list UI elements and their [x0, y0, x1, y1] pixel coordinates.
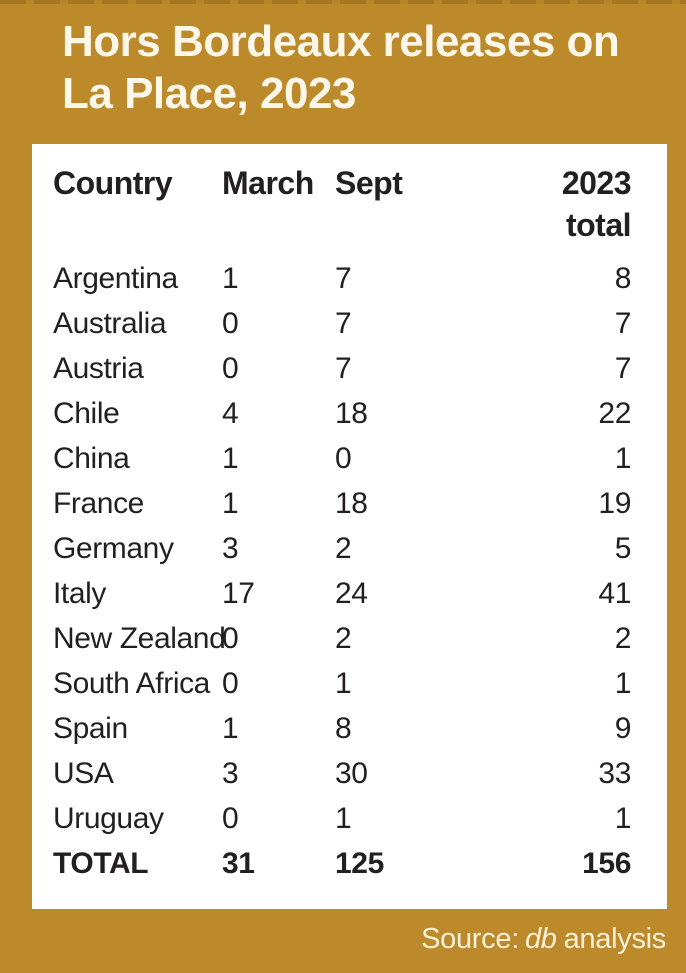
header-total-line-2: total [565, 207, 632, 243]
total-cell: 22 [598, 397, 631, 430]
country-cell: Spain [53, 712, 128, 745]
sept-cell: 18 [335, 397, 368, 430]
header-sept: Sept [335, 165, 403, 201]
total-cell: 8 [614, 262, 632, 295]
table-row: Italy 17 24 41 [53, 571, 631, 616]
total-cell: 5 [614, 532, 632, 565]
sept-cell: 1 [335, 802, 352, 835]
title-line-1: Hors Bordeaux releases on [62, 17, 620, 66]
country-cell: China [53, 442, 130, 475]
sept-cell: 7 [335, 307, 352, 340]
country-cell: Argentina [53, 262, 178, 295]
total-cell: 9 [614, 712, 632, 745]
table-row: Argentina 1 7 8 [53, 256, 631, 301]
table-row: France 1 18 19 [53, 481, 631, 526]
table-row: Australia 0 7 7 [53, 301, 631, 346]
sept-cell: 0 [335, 442, 352, 475]
country-cell: USA [53, 757, 114, 790]
march-cell: 0 [222, 352, 239, 385]
total-cell: 19 [598, 487, 631, 520]
country-cell: Germany [53, 532, 174, 565]
table-row: Germany 3 2 5 [53, 526, 631, 571]
sept-cell: 7 [335, 352, 352, 385]
total-row: TOTAL 31 125 156 [53, 841, 631, 886]
header-march: March [222, 165, 314, 201]
march-cell: 3 [222, 757, 239, 790]
sept-cell: 7 [335, 262, 352, 295]
header-country: Country [53, 165, 173, 201]
total-label-cell: TOTAL [53, 847, 149, 880]
sept-cell: 18 [335, 487, 368, 520]
top-edge-artifact [0, 0, 686, 4]
total-grand-cell: 156 [582, 847, 631, 880]
table-row: Chile 4 18 22 [53, 391, 631, 436]
march-cell: 0 [222, 667, 239, 700]
march-cell: 1 [222, 262, 239, 295]
table-header-row: Country March Sept 2023 total [53, 162, 632, 246]
march-cell: 0 [222, 802, 239, 835]
country-cell: South Africa [53, 667, 210, 700]
march-cell: 1 [222, 712, 239, 745]
total-sept-cell: 125 [335, 847, 384, 880]
sept-cell: 8 [335, 712, 352, 745]
country-cell: France [53, 487, 144, 520]
table-row: South Africa 0 1 1 [53, 661, 631, 706]
sept-cell: 2 [335, 622, 352, 655]
sept-cell: 24 [335, 577, 368, 610]
total-cell: 41 [598, 577, 631, 610]
total-march-cell: 31 [222, 847, 255, 880]
march-cell: 4 [222, 397, 239, 430]
country-cell: Italy [53, 577, 107, 610]
total-cell: 7 [614, 307, 632, 340]
march-cell: 0 [222, 622, 239, 655]
source-analysis-label: analysis [563, 923, 667, 955]
table-row: China 1 0 1 [53, 436, 631, 481]
total-cell: 7 [614, 352, 632, 385]
total-cell: 1 [614, 667, 632, 700]
march-cell: 1 [222, 442, 239, 475]
march-cell: 0 [222, 307, 239, 340]
table-row: USA 3 30 33 [53, 751, 631, 796]
march-cell: 3 [222, 532, 239, 565]
total-cell: 1 [614, 802, 632, 835]
title-line-2: La Place, 2023 [62, 69, 356, 118]
march-cell: 17 [222, 577, 255, 610]
country-cell: Chile [53, 397, 120, 430]
march-cell: 1 [222, 487, 239, 520]
header-total: 2023 total [561, 162, 632, 246]
table-row: Spain 1 8 9 [53, 706, 631, 751]
country-cell: Austria [53, 352, 144, 385]
chart-title: Hors Bordeaux releases on La Place, 2023 [62, 16, 652, 120]
source-label: Source: [421, 923, 519, 955]
sept-cell: 1 [335, 667, 352, 700]
total-cell: 33 [598, 757, 631, 790]
country-cell: Australia [53, 307, 167, 340]
table-row: New Zealand 0 2 2 [53, 616, 631, 661]
country-cell: Uruguay [53, 802, 164, 835]
header-total-line-1: 2023 [561, 165, 632, 201]
country-cell: New Zealand [53, 622, 226, 655]
table-row: Uruguay 0 1 1 [53, 796, 631, 841]
total-cell: 1 [614, 442, 632, 475]
sept-cell: 30 [335, 757, 368, 790]
sept-cell: 2 [335, 532, 352, 565]
source-db-label: db [524, 923, 557, 955]
source-line: Source: db analysis [421, 923, 666, 955]
table-row: Austria 0 7 7 [53, 346, 631, 391]
data-panel: Country March Sept 2023 total Argentina … [32, 144, 667, 909]
total-cell: 2 [614, 622, 632, 655]
